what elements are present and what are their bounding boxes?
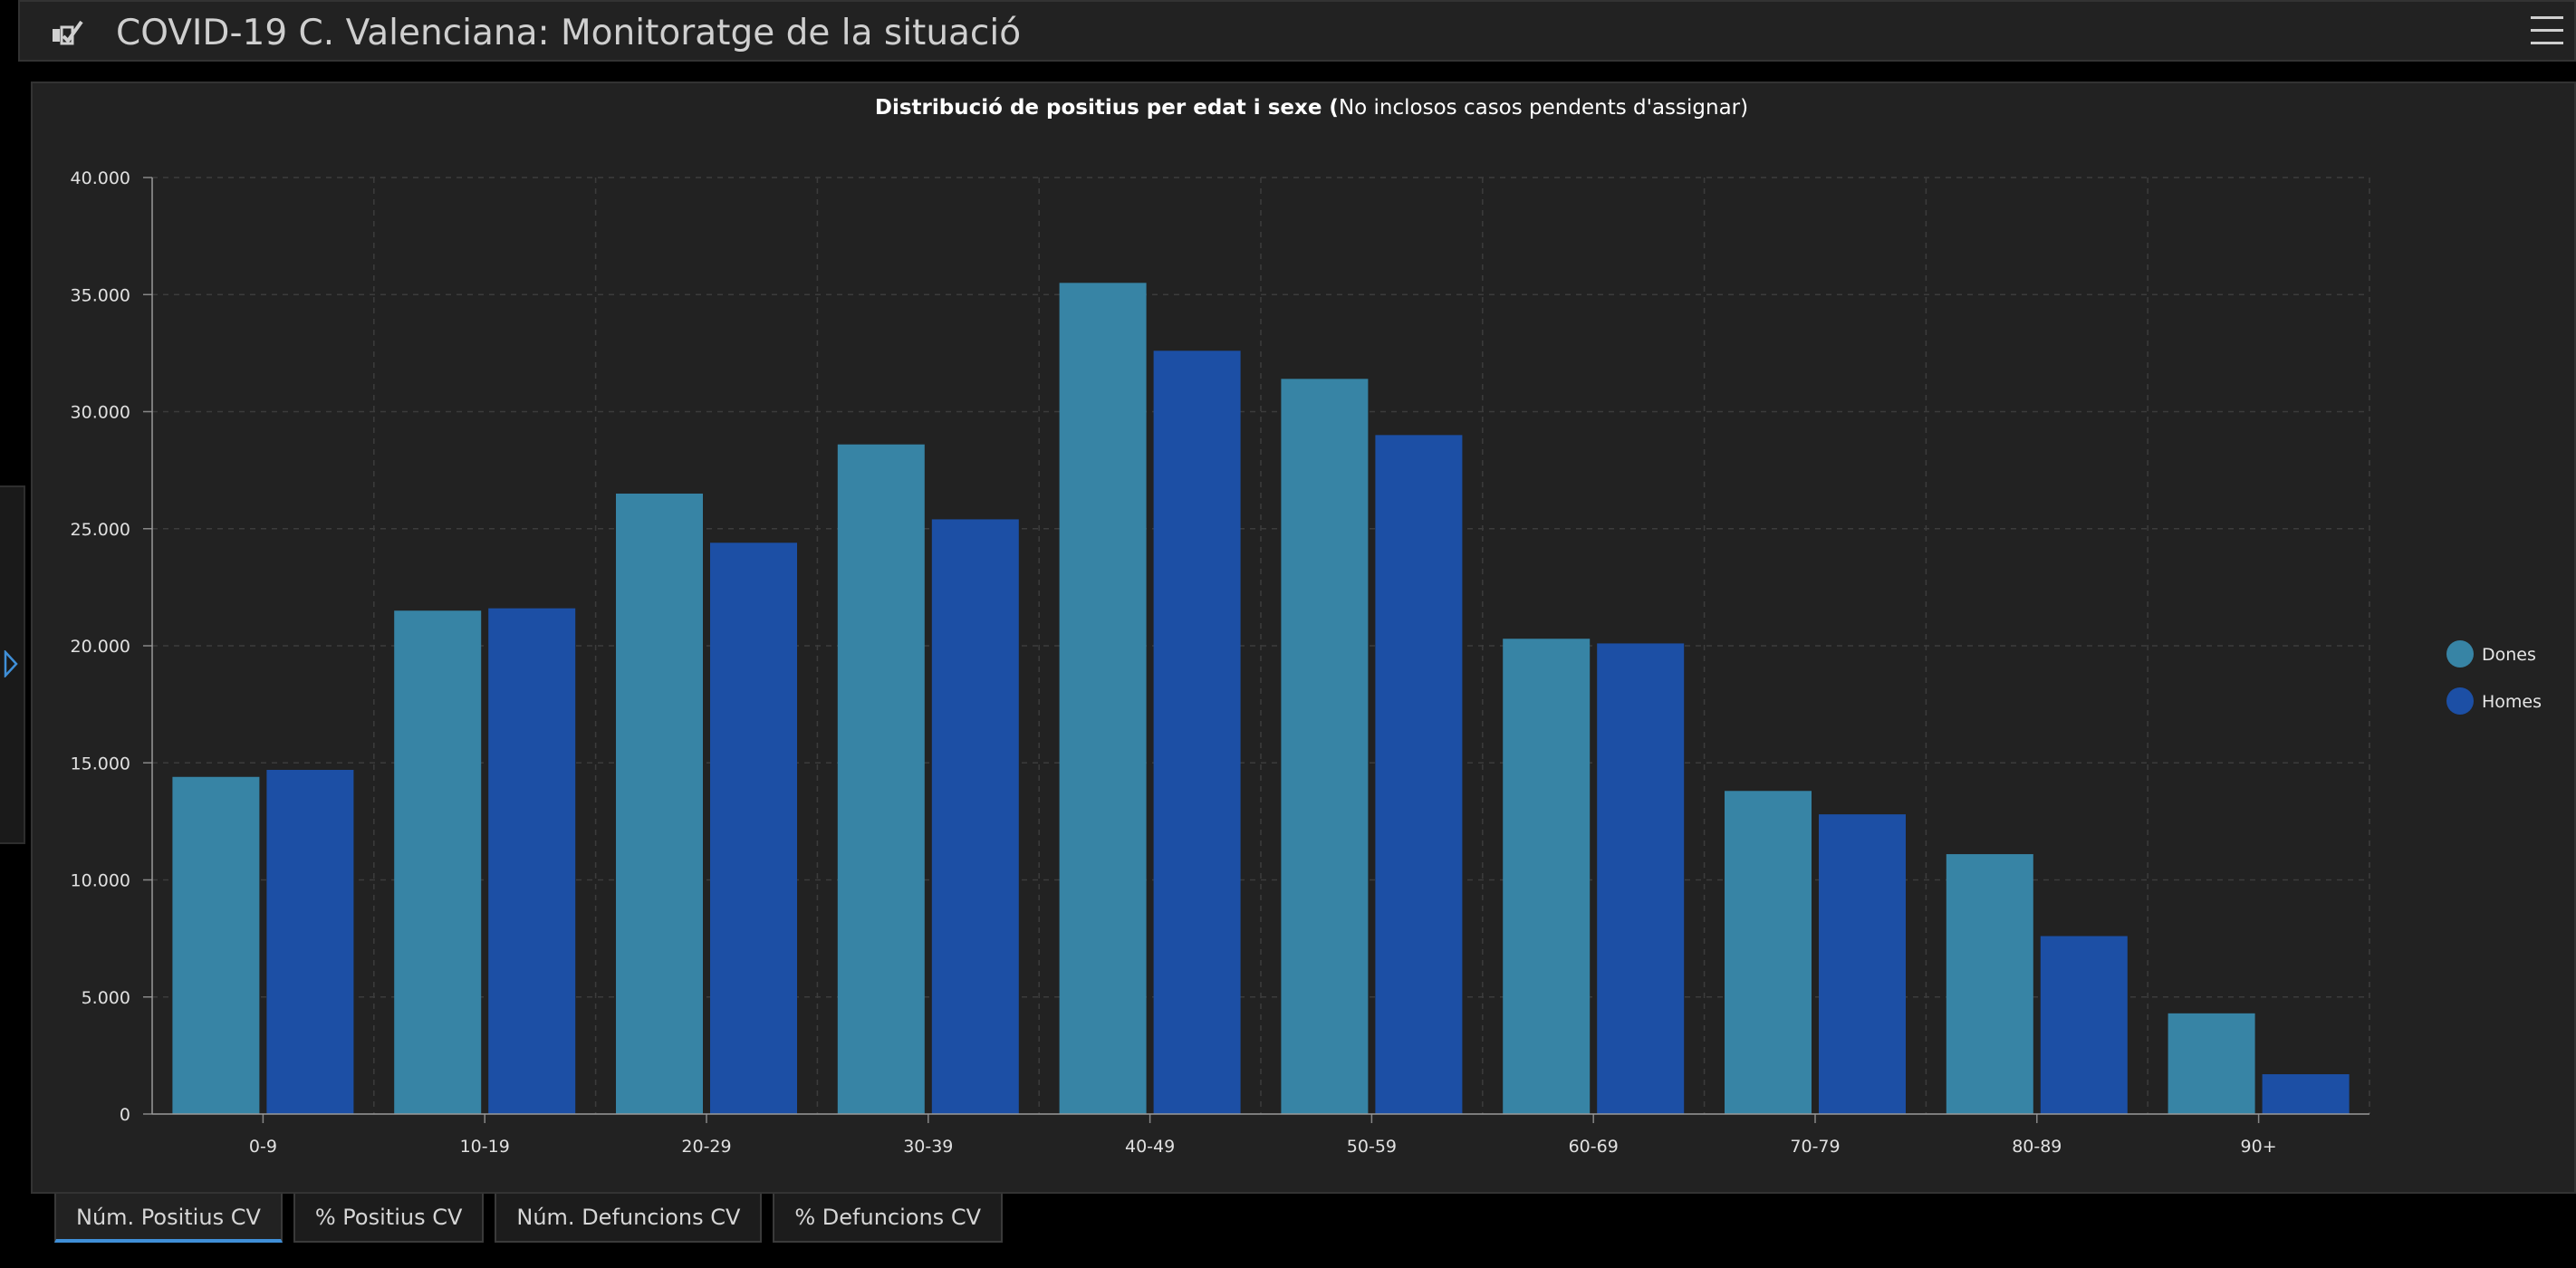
legend-label-dones[interactable]: Dones (2482, 645, 2536, 665)
bar-dones-70-79[interactable] (1725, 791, 1812, 1114)
bar-homes-40-49[interactable] (1154, 351, 1241, 1114)
bar-dones-20-29[interactable] (616, 494, 703, 1114)
bar-homes-10-19[interactable] (488, 609, 575, 1114)
app-header: COVID-19 C. Valenciana: Monitoratge de l… (18, 0, 2576, 62)
tab-defuncions-cv[interactable]: % Defuncions CV (773, 1194, 1003, 1243)
y-tick-label: 10.000 (71, 871, 130, 891)
tab-n-m-positius-cv[interactable]: Núm. Positius CV (54, 1194, 283, 1243)
y-tick-label: 15.000 (71, 754, 130, 773)
tab-bar: Núm. Positius CV% Positius CV Núm. Defunc… (54, 1194, 1003, 1243)
y-tick-label: 40.000 (71, 168, 130, 188)
bar-homes-80-89[interactable] (2041, 937, 2128, 1114)
legend-swatch-dones[interactable] (2446, 640, 2474, 668)
bar-dones-30-39[interactable] (838, 445, 925, 1114)
x-tick-label: 40-49 (1125, 1137, 1175, 1157)
y-tick-label: 30.000 (71, 403, 130, 423)
y-tick-label: 5.000 (82, 988, 130, 1008)
page-title: COVID-19 C. Valenciana: Monitoratge de l… (116, 2, 1021, 63)
x-tick-label: 80-89 (2012, 1137, 2062, 1157)
bar-dones-80-89[interactable] (1946, 854, 2033, 1114)
bar-homes-70-79[interactable] (1819, 814, 1906, 1114)
chart-grid (152, 178, 2369, 1114)
x-tick-label: 0-9 (249, 1137, 277, 1157)
bar-homes-60-69[interactable] (1597, 643, 1684, 1114)
x-tick-label: 30-39 (903, 1137, 953, 1157)
x-tick-label: 50-59 (1347, 1137, 1397, 1157)
bar-chart: Distribució de positius per edat i sexe … (33, 83, 2574, 1192)
dashboard-logo-icon (51, 16, 83, 49)
tab-positius-cv[interactable]: % Positius CV (293, 1194, 485, 1243)
legend-label-homes[interactable]: Homes (2482, 692, 2542, 712)
chart-panel: Distribució de positius per edat i sexe … (31, 82, 2576, 1194)
bar-dones-60-69[interactable] (1503, 639, 1590, 1114)
bar-homes-0-9[interactable] (266, 770, 353, 1114)
dashboard-app: COVID-19 C. Valenciana: Monitoratge de l… (0, 0, 2576, 1268)
side-panel-toggle[interactable] (0, 485, 25, 844)
x-tick-label: 20-29 (681, 1137, 731, 1157)
x-tick-label: 10-19 (460, 1137, 510, 1157)
bar-dones-40-49[interactable] (1060, 283, 1147, 1114)
x-tick-label: 70-79 (1790, 1137, 1840, 1157)
y-tick-label: 35.000 (71, 285, 130, 305)
bar-dones-10-19[interactable] (394, 610, 481, 1114)
y-tick-label: 25.000 (71, 520, 130, 540)
x-tick-label: 60-69 (1569, 1137, 1619, 1157)
bar-homes-30-39[interactable] (932, 519, 1019, 1114)
y-tick-label: 20.000 (71, 637, 130, 657)
chart-legend[interactable]: Dones Homes (2446, 640, 2542, 715)
bar-dones-90+[interactable] (2168, 1013, 2255, 1114)
chart-title-close-paren: ) (1740, 96, 1748, 120)
expand-right-icon (4, 650, 18, 677)
legend-swatch-homes[interactable] (2446, 687, 2474, 715)
tab-n-m-defuncions-cv[interactable]: Núm. Defuncions CV (495, 1194, 762, 1243)
bar-dones-50-59[interactable] (1281, 379, 1368, 1114)
bar-homes-20-29[interactable] (710, 543, 797, 1114)
x-tick-label: 90+ (2241, 1137, 2277, 1157)
hamburger-menu-icon[interactable] (2529, 11, 2565, 51)
chart-title-open-paren: ( (1322, 96, 1339, 120)
bar-dones-0-9[interactable] (172, 777, 259, 1114)
chart-title: Distribució de positius per edat i sexe … (875, 96, 1748, 120)
chart-subtitle: No inclosos casos pendents d'assignar (1339, 96, 1741, 120)
chart-title-main: Distribució de positius per edat i sexe (875, 96, 1322, 120)
bar-homes-90+[interactable] (2263, 1074, 2350, 1114)
bar-homes-50-59[interactable] (1375, 435, 1462, 1114)
y-tick-label: 0 (120, 1105, 130, 1125)
